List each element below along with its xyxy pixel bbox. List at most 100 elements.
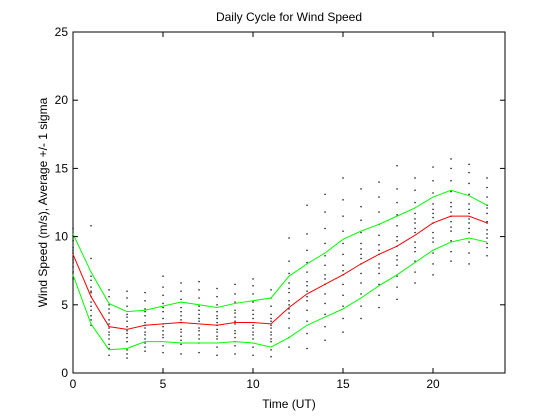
scatter-point [306, 320, 308, 322]
scatter-point [216, 317, 218, 320]
scatter-point [306, 249, 308, 251]
scatter-point [396, 298, 398, 301]
scatter-point [396, 286, 398, 288]
scatter-point [126, 297, 128, 299]
scatter-point [108, 323, 110, 325]
scatter-point [414, 241, 416, 243]
scatter-point [414, 282, 416, 284]
scatter-point [486, 246, 488, 249]
scatter-point [450, 260, 452, 262]
scatter-point [450, 205, 452, 208]
scatter-point [252, 293, 254, 295]
scatter-point [90, 225, 92, 227]
scatter-point [180, 353, 182, 355]
scatter-point [450, 211, 452, 213]
scatter-point [108, 312, 110, 314]
scatter-point [270, 305, 272, 307]
scatter-point [288, 291, 290, 294]
scatter-point [144, 311, 146, 313]
scatter-point [288, 300, 290, 302]
scatter-point [396, 259, 398, 261]
scatter-point [486, 220, 488, 223]
scatter-point [270, 324, 272, 326]
x-tick-label: 10 [246, 377, 260, 391]
scatter-point [270, 356, 272, 358]
scatter-point [450, 230, 452, 232]
scatter-point [162, 275, 164, 277]
scatter-point [306, 233, 308, 235]
scatter-point [126, 326, 128, 328]
scatter-point [108, 354, 110, 356]
scatter-point [252, 301, 254, 303]
scatter-point [198, 289, 200, 291]
scatter-point [432, 203, 434, 205]
scatter-point [288, 282, 290, 284]
scatter-point [342, 242, 344, 245]
scatter-point [72, 246, 74, 249]
scatter-point [324, 227, 326, 230]
scatter-point [72, 256, 74, 258]
scatter-point [396, 225, 398, 227]
scatter-point [198, 305, 200, 307]
scatter-point [288, 304, 290, 306]
scatter-point [414, 251, 416, 253]
scatter-point [180, 298, 182, 301]
scatter-point [252, 346, 254, 348]
scatter-point [90, 291, 92, 294]
scatter-point [108, 319, 110, 321]
scatter-point [162, 306, 164, 309]
scatter-point [414, 231, 416, 234]
scatter-point [306, 271, 308, 273]
scatter-point [162, 345, 164, 347]
scatter-point [234, 309, 236, 311]
scatter-point [108, 331, 110, 333]
scatter-point [126, 336, 128, 339]
scatter-point [72, 278, 74, 280]
scatter-point [72, 252, 74, 254]
scatter-point [144, 315, 146, 317]
scatter-point [252, 354, 254, 356]
scatter-point [342, 215, 344, 217]
scatter-point [108, 289, 110, 291]
scatter-point [108, 308, 110, 310]
scatter-point [486, 204, 488, 206]
scatter-point [324, 339, 326, 341]
scatter-point [468, 171, 470, 174]
scatter-point [126, 332, 128, 335]
scatter-point [198, 297, 200, 299]
series-layer [72, 189, 488, 351]
scatter-point [144, 346, 146, 348]
series-line-mean [72, 215, 488, 330]
scatter-point [126, 313, 128, 316]
scatter-point [144, 308, 146, 310]
scatter-point [414, 212, 416, 215]
scatter-point [396, 165, 398, 167]
scatter-point [450, 220, 452, 223]
scatter-point [144, 327, 146, 329]
scatter-point [378, 181, 380, 183]
scatter-point [324, 326, 326, 328]
scatter-point [360, 257, 362, 260]
scatter-point [342, 305, 344, 307]
scatter-point [270, 289, 272, 291]
scatter-point [468, 263, 470, 265]
scatter-point [468, 163, 470, 166]
scatter-point [126, 357, 128, 359]
scatter-point [360, 293, 362, 295]
y-axis-label: Wind Speed (m/s), Average +/- 1 sigma [36, 97, 50, 307]
scatter-point [270, 349, 272, 351]
scatter-point [216, 328, 218, 331]
scatter-point [180, 328, 182, 331]
scatter-point [288, 327, 290, 329]
scatter-point [198, 330, 200, 332]
scatter-point [486, 237, 488, 239]
scatter-point [360, 219, 362, 221]
scatter-point [414, 271, 416, 273]
scatter-point [198, 334, 200, 336]
scatter-point [450, 167, 452, 170]
scatter-point [234, 353, 236, 355]
scatter-point [216, 338, 218, 340]
scatter-point [396, 275, 398, 277]
scatter-point [162, 317, 164, 320]
